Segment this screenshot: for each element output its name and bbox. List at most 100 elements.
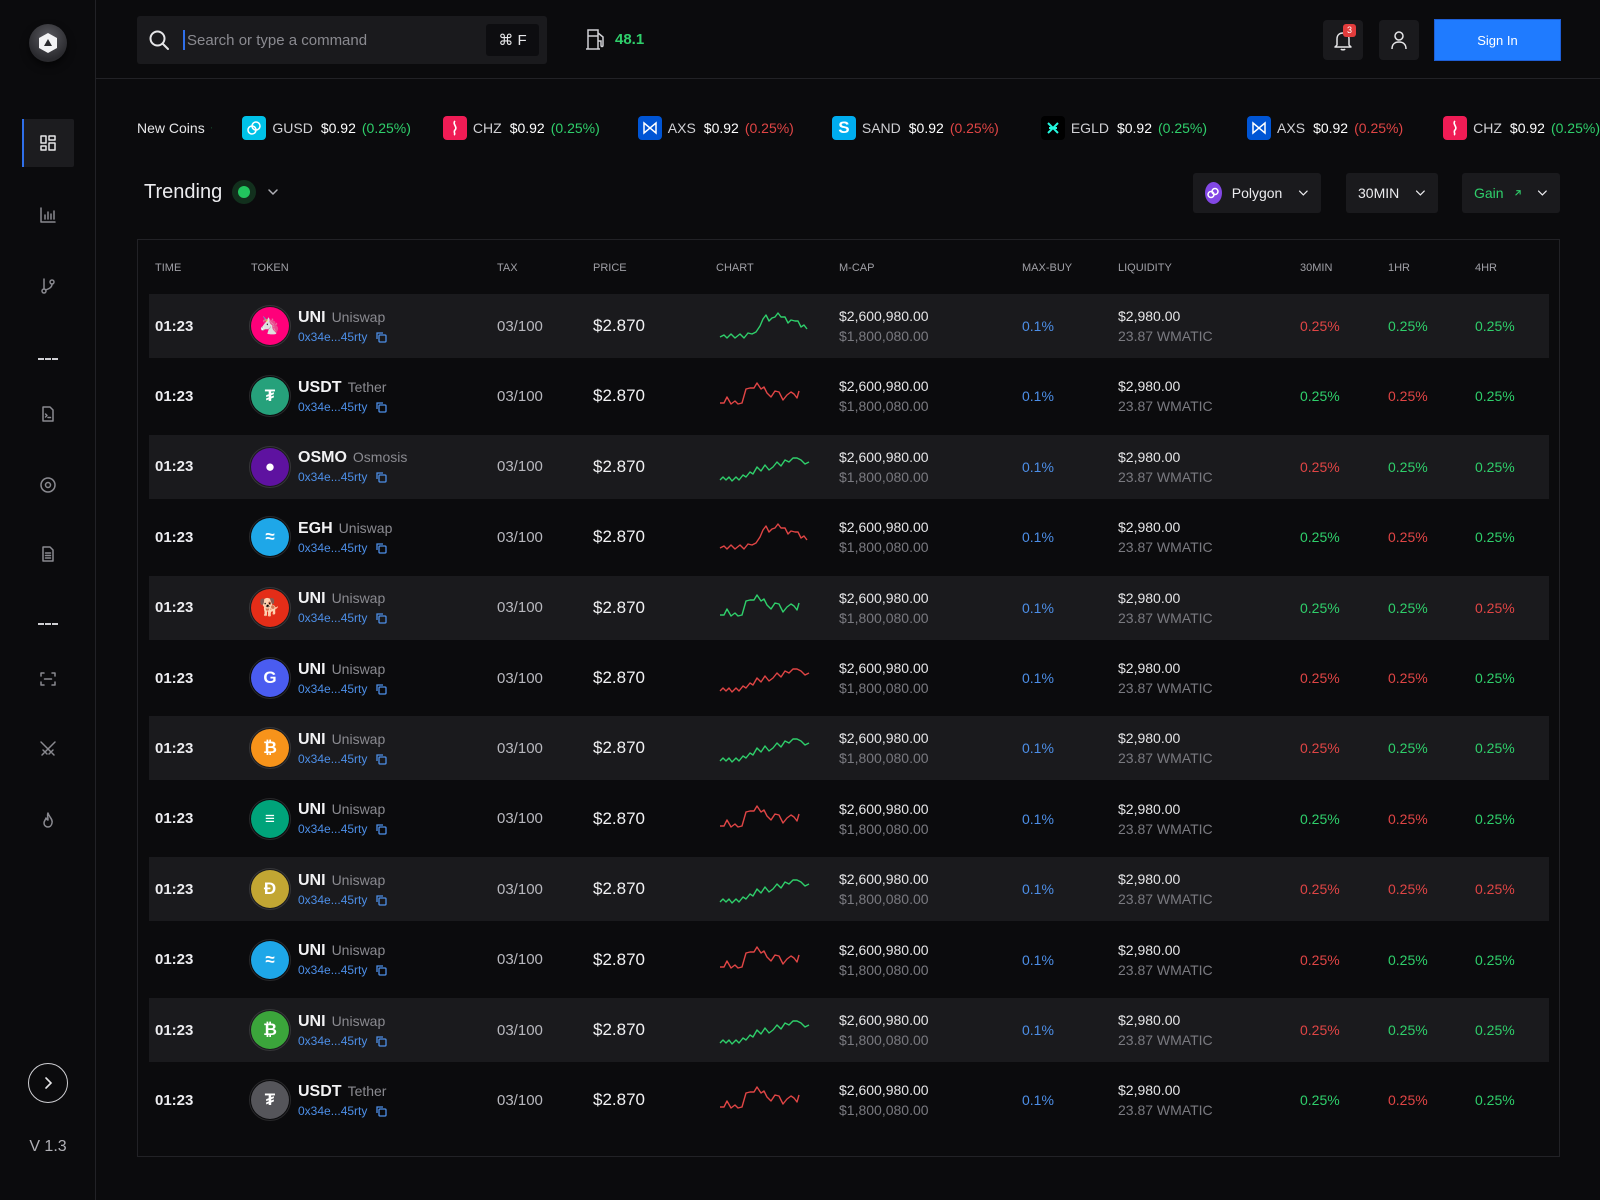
copy-icon[interactable] — [375, 1105, 388, 1117]
row-liquidity: $2,980.00 23.87 WMATIC — [1118, 378, 1213, 415]
column-header-max-buy[interactable]: MAX-BUY — [1022, 262, 1073, 274]
sign-in-button[interactable]: Sign In — [1434, 19, 1561, 61]
ticker-item-axs[interactable]: AXS $0.92 (0.25%) — [637, 116, 794, 140]
file-terminal-icon — [42, 406, 54, 422]
token-symbol[interactable]: UNI — [298, 1012, 326, 1030]
token-symbol[interactable]: USDT — [298, 378, 342, 396]
token-address[interactable]: 0x34e...45rty — [298, 681, 368, 696]
sidebar-item-hot[interactable] — [22, 796, 74, 844]
sidebar-item-scripts[interactable] — [22, 390, 74, 438]
column-header-liquidity[interactable]: LIQUIDITY — [1118, 262, 1172, 274]
ticker-symbol: EGLD — [1070, 120, 1109, 136]
row-change-1hr: 0.25% — [1388, 458, 1428, 475]
row-tax: 03/100 — [497, 1091, 543, 1109]
row-price: $2.870 — [593, 527, 645, 547]
copy-icon[interactable] — [375, 401, 388, 413]
row-time: 01:23 — [155, 458, 194, 476]
table-row[interactable]: 01:23 G UNI Uniswap 0x34e...45rty 03/100 … — [149, 646, 1549, 710]
token-symbol[interactable]: OSMO — [298, 449, 347, 467]
column-header-mcap[interactable]: M-CAP — [839, 262, 875, 274]
token-address[interactable]: 0x34e...45rty — [298, 1103, 368, 1118]
copy-icon[interactable] — [375, 683, 388, 695]
ticker-item-egld[interactable]: EGLD $0.92 (0.25%) — [1040, 116, 1207, 140]
sidebar-item-analytics[interactable] — [22, 191, 74, 239]
row-time: 01:23 — [155, 387, 194, 405]
row-change-1hr: 0.25% — [1388, 529, 1428, 546]
token-symbol[interactable]: UNI — [298, 660, 326, 678]
logo-icon — [39, 33, 57, 53]
copy-icon[interactable] — [375, 964, 388, 976]
ticker-item-chz[interactable]: CHZ $0.92 (0.25%) — [1443, 116, 1600, 140]
token-symbol[interactable]: EGH — [298, 519, 333, 537]
notifications-button[interactable]: 3 — [1323, 20, 1363, 60]
copy-icon[interactable] — [375, 612, 388, 624]
token-symbol[interactable]: USDT — [298, 1082, 342, 1100]
token-address[interactable]: 0x34e...45rty — [298, 399, 368, 414]
interval-filter-dropdown[interactable]: 30MIN — [1346, 173, 1438, 213]
app-logo[interactable] — [29, 24, 67, 62]
chain-filter-dropdown[interactable]: Polygon — [1193, 173, 1321, 213]
token-symbol[interactable]: UNI — [298, 801, 326, 819]
column-header-1hr[interactable]: 1HR — [1388, 262, 1411, 274]
token-symbol[interactable]: UNI — [298, 871, 326, 889]
token-address[interactable]: 0x34e...45rty — [298, 329, 368, 344]
token-address[interactable]: 0x34e...45rty — [298, 611, 368, 626]
sidebar-item-scan[interactable] — [22, 655, 74, 703]
copy-icon[interactable] — [375, 894, 388, 906]
table-row[interactable]: 01:23 ≈ EGH Uniswap 0x34e...45rty 03/100 … — [149, 505, 1549, 569]
table-row[interactable]: 01:23 🦄 UNI Uniswap 0x34e...45rty 03/100 … — [149, 294, 1549, 358]
token-address[interactable]: 0x34e...45rty — [298, 470, 368, 485]
ticker-item-sand[interactable]: S SAND $0.92 (0.25%) — [831, 116, 999, 140]
row-max-buy: 0.1% — [1022, 951, 1054, 968]
column-header-chart[interactable]: CHART — [716, 262, 754, 274]
chevron-down-icon[interactable] — [266, 185, 280, 199]
sidebar-item-documents[interactable] — [22, 530, 74, 578]
ticker-item-gusd[interactable]: GUSD $0.92 (0.25%) — [242, 116, 411, 140]
token-address[interactable]: 0x34e...45rty — [298, 892, 368, 907]
copy-icon[interactable] — [375, 823, 388, 835]
sort-filter-dropdown[interactable]: Gain — [1462, 173, 1560, 213]
expand-sidebar-button[interactable] — [28, 1063, 68, 1103]
sidebar-item-routes[interactable] — [22, 262, 74, 310]
token-symbol[interactable]: UNI — [298, 730, 326, 748]
column-header-token[interactable]: TOKEN — [251, 262, 289, 274]
table-row[interactable]: 01:23 ₿ UNI Uniswap 0x34e...45rty 03/100 … — [149, 716, 1549, 781]
token-symbol[interactable]: UNI — [298, 942, 326, 960]
column-header-price[interactable]: PRICE — [593, 262, 627, 274]
table-row[interactable]: 01:23 Ð UNI Uniswap 0x34e...45rty 03/100 … — [149, 857, 1549, 922]
copy-icon[interactable] — [375, 471, 388, 483]
search-input[interactable] — [187, 31, 486, 49]
table-row[interactable]: 01:23 ₮ USDT Tether 0x34e...45rty 03/100 … — [149, 1068, 1549, 1132]
table-row[interactable]: 01:23 ₿ UNI Uniswap 0x34e...45rty 03/100 … — [149, 998, 1549, 1062]
token-address[interactable]: 0x34e...45rty — [298, 1033, 368, 1048]
user-profile-button[interactable] — [1379, 20, 1419, 60]
table-row[interactable]: 01:23 ≡ UNI Uniswap 0x34e...45rty 03/100 … — [149, 787, 1549, 851]
ticker-item-axs[interactable]: AXS $0.92 (0.25%) — [1247, 116, 1403, 140]
copy-icon[interactable] — [375, 542, 388, 554]
column-header-4hr[interactable]: 4HR — [1475, 262, 1498, 274]
copy-icon[interactable] — [375, 331, 388, 343]
search-box[interactable]: ⌘ F — [137, 16, 547, 64]
ticker-item-chz[interactable]: CHZ $0.92 (0.25%) — [442, 116, 600, 140]
token-symbol[interactable]: UNI — [298, 590, 326, 608]
sidebar-item-dashboard[interactable] — [22, 119, 74, 167]
column-header-30min[interactable]: 30MIN — [1300, 262, 1333, 274]
sidebar-item-battle[interactable] — [22, 725, 74, 773]
table-row[interactable]: 01:23 ≈ UNI Uniswap 0x34e...45rty 03/100 … — [149, 928, 1549, 992]
token-address[interactable]: 0x34e...45rty — [298, 540, 368, 555]
copy-icon[interactable] — [375, 753, 388, 765]
token-symbol[interactable]: UNI — [298, 308, 326, 326]
table-row[interactable]: 01:23 🐕 UNI Uniswap 0x34e...45rty 03/100 … — [149, 575, 1549, 640]
gas-value: 48.1 — [615, 30, 645, 48]
copy-icon[interactable] — [375, 1035, 388, 1047]
token-address[interactable]: 0x34e...45rty — [298, 822, 368, 837]
chevron-right-icon — [45, 1077, 53, 1089]
token-address[interactable]: 0x34e...45rty — [298, 963, 368, 978]
token-address[interactable]: 0x34e...45rty — [298, 751, 368, 766]
sidebar-item-targets[interactable] — [22, 461, 74, 509]
table-row[interactable]: 01:23 ● OSMO Osmosis 0x34e...45rty 03/100… — [149, 434, 1549, 499]
table-row[interactable]: 01:23 ₮ USDT Tether 0x34e...45rty 03/100 … — [149, 364, 1549, 428]
row-liquidity: $2,980.00 23.87 WMATIC — [1118, 308, 1213, 344]
column-header-tax[interactable]: TAX — [497, 262, 518, 274]
column-header-time[interactable]: TIME — [155, 262, 182, 274]
